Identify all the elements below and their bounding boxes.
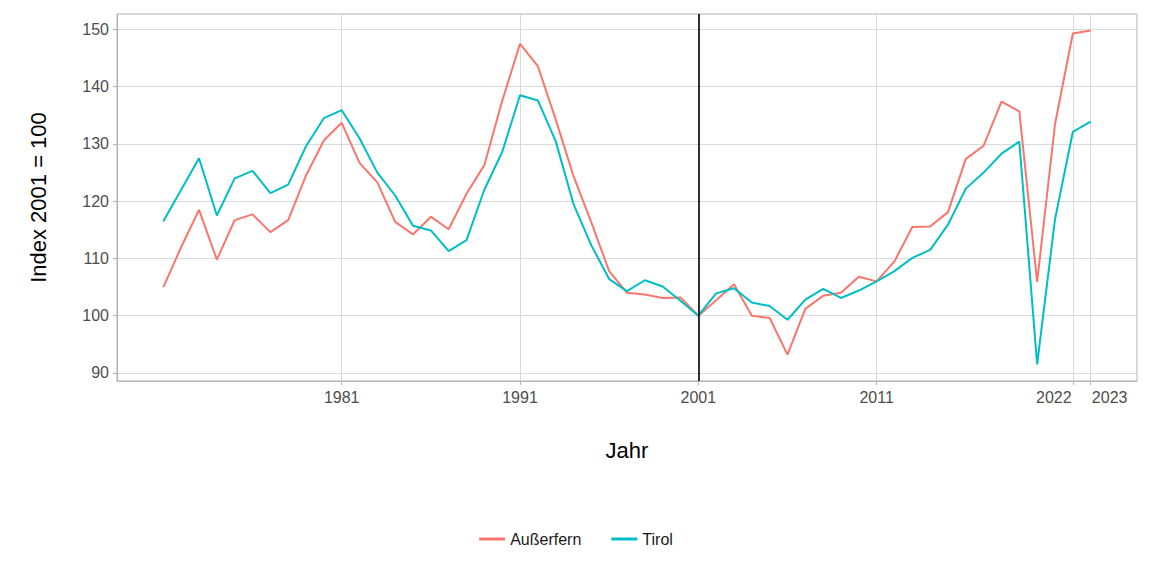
svg-text:Tirol: Tirol	[642, 531, 673, 548]
svg-text:Außerfern: Außerfern	[510, 531, 581, 548]
svg-text:120: 120	[82, 193, 109, 210]
svg-text:140: 140	[82, 78, 109, 95]
svg-text:130: 130	[82, 135, 109, 152]
svg-text:2022: 2022	[1036, 389, 1072, 406]
svg-text:100: 100	[82, 307, 109, 324]
svg-text:90: 90	[91, 364, 109, 381]
svg-text:Jahr: Jahr	[606, 438, 649, 463]
svg-text:Index 2001 = 100: Index 2001 = 100	[26, 112, 51, 283]
svg-text:1991: 1991	[502, 389, 538, 406]
svg-text:2023: 2023	[1092, 389, 1128, 406]
svg-text:110: 110	[83, 250, 109, 267]
svg-text:1981: 1981	[324, 389, 360, 406]
svg-text:2011: 2011	[859, 389, 894, 406]
svg-text:150: 150	[82, 21, 109, 38]
svg-text:2001: 2001	[681, 389, 717, 406]
